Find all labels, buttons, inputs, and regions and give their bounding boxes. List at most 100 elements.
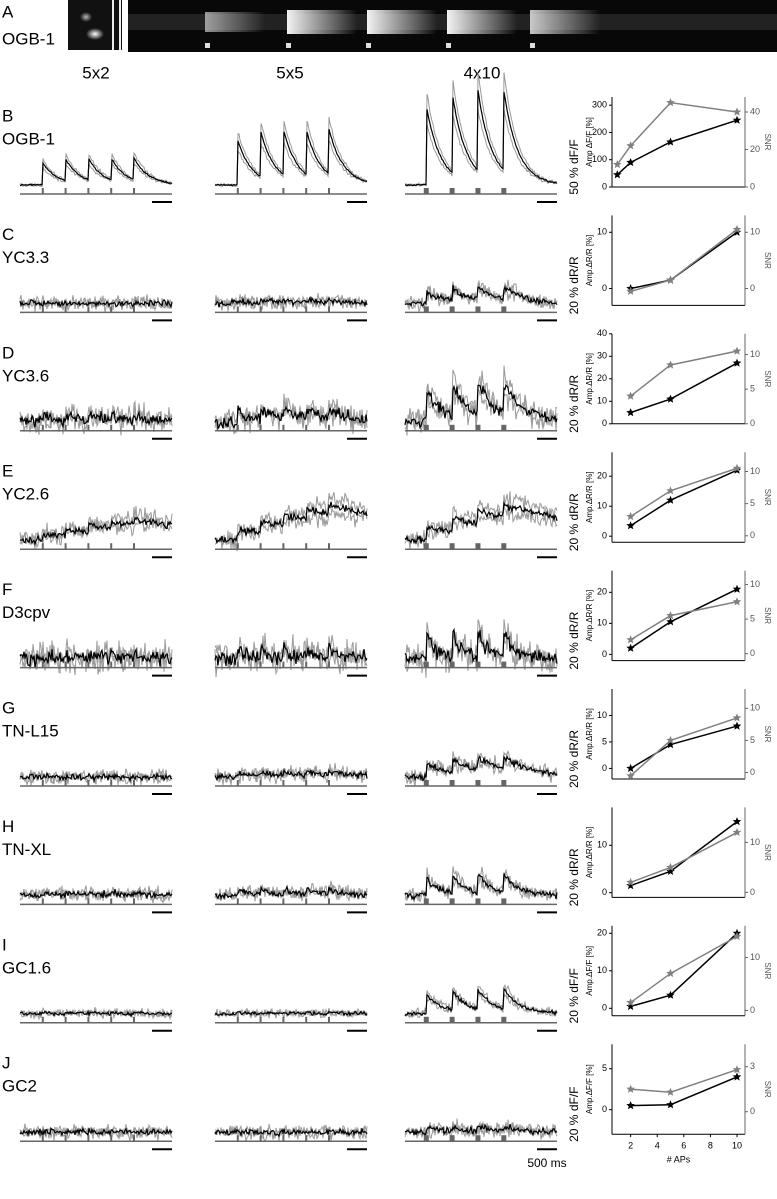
- y-axis-label: Amp.ΔR/R [%]: [585, 471, 594, 523]
- star-marker: [626, 635, 635, 644]
- stim-mark: [87, 306, 90, 313]
- y2-axis-label: SNR: [763, 489, 772, 506]
- x-tick-label: 2: [628, 1141, 633, 1151]
- panel-letter: B: [2, 106, 13, 125]
- stim-mark: [259, 424, 262, 431]
- stim-mark: [501, 661, 507, 668]
- stim-mark: [41, 1016, 44, 1023]
- scale-label: 20 % dR/R: [567, 848, 581, 906]
- y-tick-label: 10: [597, 227, 607, 237]
- stim-mark: [236, 661, 239, 668]
- star-marker: [626, 1101, 635, 1110]
- y-tick-label: 40: [597, 328, 607, 338]
- series-line: [630, 1076, 738, 1107]
- y-tick-label: 0: [602, 283, 607, 293]
- stim-mark: [110, 898, 113, 905]
- y2-tick-label: 0: [750, 767, 755, 777]
- star-marker: [666, 862, 675, 871]
- x-axis-label: # APs: [667, 1155, 691, 1165]
- trace: [404, 284, 558, 308]
- star-marker: [626, 521, 635, 530]
- stim-mark: [423, 1016, 429, 1023]
- stim-mark: [133, 1016, 135, 1023]
- stim-mark: [259, 661, 262, 668]
- indicator-label: OGB-1: [2, 29, 55, 48]
- y-tick-label: 10: [597, 501, 607, 511]
- trace: [214, 295, 368, 308]
- panel-letter: F: [2, 580, 12, 599]
- stim-mark: [328, 661, 330, 668]
- star-marker: [626, 763, 635, 773]
- y2-tick-label: 10: [750, 579, 760, 589]
- y-tick-label: 20: [597, 471, 607, 481]
- y2-tick-label: 10: [750, 837, 760, 847]
- stim-mark: [475, 188, 481, 194]
- panel-letter: E: [2, 462, 13, 481]
- stim-mark: [449, 661, 455, 668]
- trace: [214, 128, 368, 187]
- stim-mark: [475, 306, 481, 313]
- trace: [19, 294, 173, 313]
- star-marker: [732, 817, 742, 826]
- y2-tick-label: 10: [750, 466, 760, 476]
- stim-mark: [328, 898, 330, 905]
- trace: [19, 155, 173, 187]
- stim-mark: [305, 188, 308, 194]
- stim-mark: [501, 1135, 507, 1142]
- y-tick-label: 10: [597, 618, 607, 628]
- y-axis-label: Amp.ΔR/R [%]: [585, 827, 594, 879]
- stim-mark: [64, 898, 67, 905]
- indicator-label: GC1.6: [2, 958, 51, 977]
- y2-tick-label: 40: [750, 106, 760, 116]
- stim-mark: [87, 1135, 90, 1142]
- stim-mark: [475, 1135, 481, 1142]
- y-axis-label: Amp.ΔR/R [%]: [585, 590, 594, 642]
- star-marker: [626, 1084, 635, 1093]
- series-line: [630, 601, 738, 641]
- x-tick-label: 8: [708, 1141, 713, 1151]
- stim-mark: [282, 898, 285, 905]
- y-tick-label: 10: [597, 840, 607, 850]
- stim-mark: [259, 898, 262, 905]
- trace: [19, 162, 173, 188]
- star-marker: [666, 275, 675, 284]
- trace: [19, 514, 173, 550]
- y-tick-label: 20: [597, 928, 607, 938]
- stim-mark: [475, 898, 481, 905]
- stim-mark: [501, 306, 507, 313]
- y2-tick-label: 3: [750, 1061, 755, 1071]
- stim-mark: [423, 543, 429, 550]
- stim-mark: [305, 780, 308, 786]
- trace: [404, 72, 558, 188]
- trace: [404, 365, 558, 431]
- star-marker: [666, 617, 675, 626]
- trace: [404, 749, 558, 787]
- stim-mark: [236, 188, 239, 194]
- star-marker: [732, 713, 742, 722]
- stim-mark: [282, 306, 285, 313]
- y2-tick-label: 0: [750, 887, 755, 897]
- stim-mark: [64, 661, 67, 668]
- stim-mark: [475, 661, 481, 668]
- stim-mark: [87, 898, 90, 905]
- y2-axis-label: SNR: [763, 370, 772, 387]
- stim-mark: [110, 1016, 113, 1023]
- y-tick-label: 10: [597, 710, 607, 720]
- stim-mark: [282, 188, 285, 194]
- star-marker: [626, 408, 635, 417]
- series-line: [630, 228, 738, 293]
- stim-mark: [41, 543, 44, 550]
- stim-mark: [449, 1135, 455, 1142]
- y2-axis-label: SNR: [763, 1081, 772, 1098]
- star-marker: [732, 463, 742, 472]
- star-marker: [666, 137, 675, 146]
- stim-mark: [475, 543, 481, 550]
- y2-tick-label: 0: [750, 1005, 755, 1015]
- y2-tick-label: 5: [750, 735, 755, 745]
- star-marker: [666, 1100, 675, 1109]
- star-marker: [626, 998, 635, 1007]
- y-tick-label: 0: [602, 887, 607, 897]
- y-tick-label: 300: [592, 100, 607, 110]
- trace: [19, 771, 173, 784]
